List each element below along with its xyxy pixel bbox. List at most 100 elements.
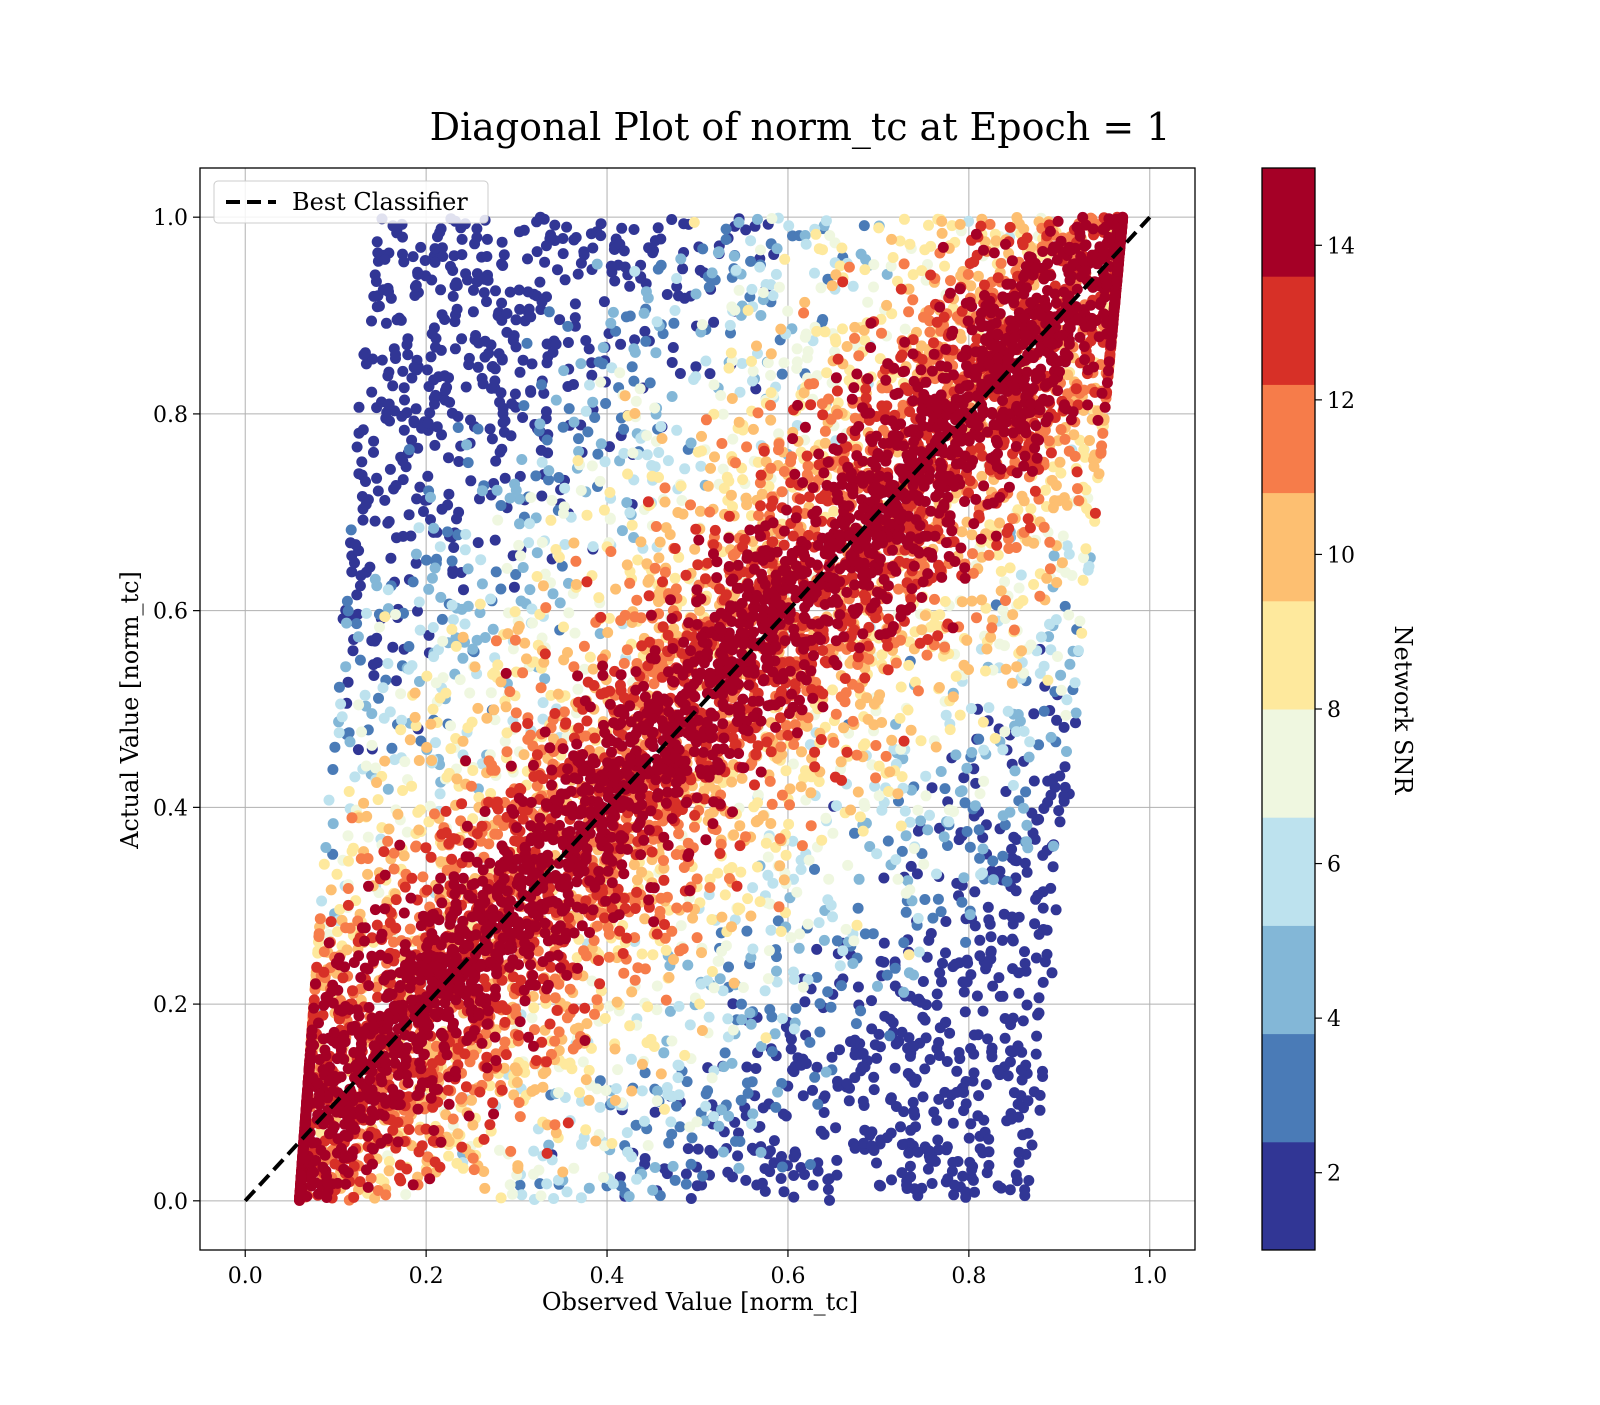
scatter-point xyxy=(516,454,527,465)
scatter-point xyxy=(720,1047,731,1058)
scatter-point xyxy=(1022,842,1033,853)
scatter-point xyxy=(1016,570,1027,581)
scatter-point xyxy=(940,1017,951,1028)
scatter-point xyxy=(521,653,532,664)
scatter-point xyxy=(959,987,970,998)
scatter-point xyxy=(631,396,642,407)
scatter-point xyxy=(783,220,794,231)
scatter-point xyxy=(972,1110,983,1121)
scatter-point xyxy=(470,334,481,345)
scatter-point xyxy=(519,749,530,760)
scatter-point xyxy=(774,438,785,449)
scatter-point xyxy=(920,771,931,782)
scatter-point xyxy=(832,1076,843,1087)
scatter-point xyxy=(485,594,496,605)
scatter-point xyxy=(705,368,716,379)
scatter-point xyxy=(1025,640,1036,651)
scatter-point xyxy=(510,606,521,617)
scatter-point xyxy=(421,555,432,566)
scatter-point xyxy=(380,1189,391,1200)
scatter-point xyxy=(903,660,914,671)
scatter-point xyxy=(581,406,592,417)
scatter-point xyxy=(761,1032,772,1043)
scatter-point xyxy=(570,312,581,323)
scatter-point xyxy=(890,963,901,974)
scatter-point xyxy=(358,798,369,809)
scatter-point xyxy=(563,607,574,618)
scatter-point xyxy=(659,1104,670,1115)
scatter-point xyxy=(399,382,410,393)
scatter-point xyxy=(700,1101,711,1112)
scatter-point xyxy=(467,717,478,728)
scatter-point xyxy=(874,1180,885,1191)
scatter-point xyxy=(709,451,720,462)
scatter-point xyxy=(997,744,1008,755)
scatter-point xyxy=(807,1085,818,1096)
scatter-point xyxy=(1060,434,1071,445)
scatter-point xyxy=(565,984,576,995)
scatter-point xyxy=(923,220,934,231)
scatter-point xyxy=(508,334,519,345)
scatter-point xyxy=(696,979,707,990)
scatter-point xyxy=(858,826,869,837)
scatter-point xyxy=(343,883,354,894)
scatter-point xyxy=(672,507,683,518)
scatter-point xyxy=(965,909,976,920)
scatter-point xyxy=(804,1037,815,1048)
scatter-point xyxy=(461,439,472,450)
scatter-point xyxy=(443,489,454,500)
scatter-point xyxy=(679,1050,690,1061)
scatter-point xyxy=(353,631,364,642)
scatter-point xyxy=(956,333,967,344)
scatter-point xyxy=(844,262,855,273)
scatter-point xyxy=(941,1144,952,1155)
scatter-point xyxy=(966,1164,977,1175)
scatter-point xyxy=(545,515,556,526)
scatter-point xyxy=(660,482,671,493)
scatter-point xyxy=(675,253,686,264)
scatter-point xyxy=(386,743,397,754)
scatter-point xyxy=(929,594,940,605)
scatter-point xyxy=(904,1032,915,1043)
scatter-point xyxy=(1064,549,1075,560)
scatter-point xyxy=(803,346,814,357)
scatter-point xyxy=(1053,805,1064,816)
scatter-point xyxy=(977,868,988,879)
scatter-point xyxy=(368,447,379,458)
scatter-point xyxy=(983,702,994,713)
scatter-point xyxy=(974,824,985,835)
scatter-point xyxy=(707,1072,718,1083)
scatter-point xyxy=(544,306,555,317)
scatter-point xyxy=(960,1006,971,1017)
scatter-point xyxy=(886,234,897,245)
scatter-point xyxy=(683,1143,694,1154)
scatter-point xyxy=(662,289,673,300)
scatter-point xyxy=(502,746,513,757)
scatter-point xyxy=(895,713,906,724)
scatter-point xyxy=(945,724,956,735)
scatter-point xyxy=(382,370,393,381)
scatter-point xyxy=(685,499,696,510)
scatter-point xyxy=(640,1153,651,1164)
scatter-point xyxy=(1034,992,1045,1003)
scatter-point xyxy=(314,928,325,939)
scatter-point xyxy=(483,275,494,286)
scatter-point xyxy=(1009,1087,1020,1098)
scatter-point xyxy=(406,435,417,446)
scatter-point xyxy=(553,1087,564,1098)
scatter-point xyxy=(655,234,666,245)
scatter-point xyxy=(830,1122,841,1133)
scatter-point xyxy=(709,379,720,390)
scatter-point xyxy=(608,307,619,318)
scatter-point xyxy=(358,349,369,360)
scatter-point xyxy=(853,787,864,798)
scatter-point xyxy=(908,1097,919,1108)
scatter-point xyxy=(624,1191,635,1202)
scatter-point xyxy=(661,995,672,1006)
scatter-point xyxy=(903,705,914,716)
scatter-point xyxy=(777,790,788,801)
scatter-point xyxy=(1089,461,1100,472)
scatter-point xyxy=(1005,562,1016,573)
scatter-point xyxy=(422,471,433,482)
scatter-point xyxy=(933,1037,944,1048)
